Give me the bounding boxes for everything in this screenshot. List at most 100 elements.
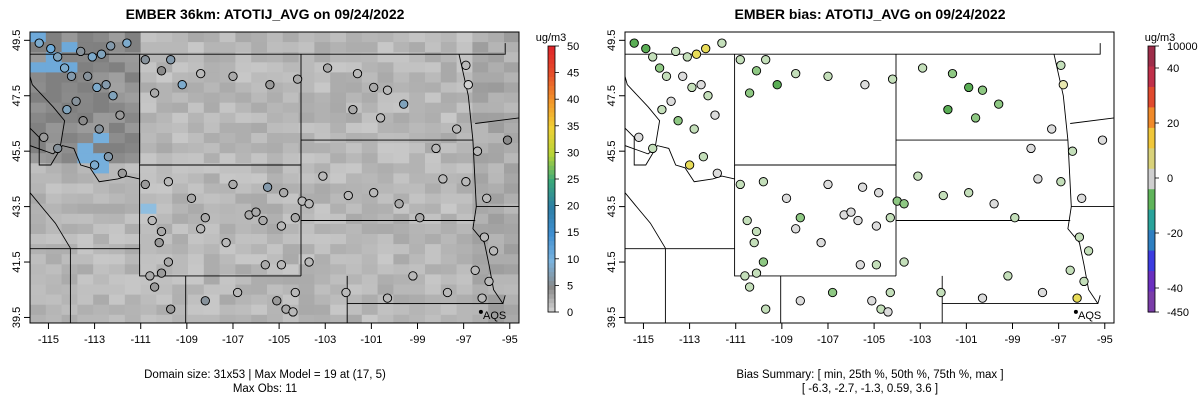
- colorbar-segment: [548, 210, 555, 216]
- station-marker: [641, 43, 651, 54]
- station-marker: [899, 257, 909, 267]
- model-grid-cell: [346, 314, 363, 323]
- model-grid-cell: [393, 32, 410, 43]
- model-grid-cell: [93, 183, 110, 195]
- model-grid-cell: [409, 264, 426, 275]
- model-grid-cell: [267, 213, 284, 225]
- model-grid-cell: [109, 213, 126, 225]
- model-grid-cell: [377, 254, 394, 265]
- station-marker: [751, 268, 762, 278]
- colorbar-segment: [548, 103, 555, 109]
- station-marker: [791, 68, 801, 79]
- model-grid-cell: [203, 254, 221, 265]
- station-marker: [221, 237, 231, 248]
- model-grid-cell: [330, 193, 347, 205]
- model-grid-cell: [219, 52, 236, 63]
- colorbar-segment: [1148, 230, 1155, 252]
- model-grid-cell: [425, 102, 442, 114]
- model-grid-cell: [314, 244, 331, 255]
- model-grid-cell: [188, 314, 205, 323]
- model-grid-cell: [109, 254, 126, 265]
- model-grid-cell: [188, 133, 205, 144]
- model-grid-cell: [393, 314, 410, 323]
- station-marker: [1097, 135, 1108, 145]
- model-grid-cell: [188, 254, 205, 265]
- model-grid-cell: [425, 223, 442, 235]
- model-grid-cell: [393, 163, 410, 174]
- model-grid-cell: [298, 294, 315, 306]
- model-grid-cell: [488, 102, 505, 114]
- colorbar-segment: [548, 218, 555, 224]
- model-grid-cell: [330, 234, 347, 245]
- model-grid-cell: [251, 153, 268, 164]
- model-grid-cell: [124, 122, 142, 134]
- right-colorbar-unit: ug/m3: [1145, 32, 1176, 44]
- model-grid-cell: [472, 193, 489, 205]
- station-marker: [871, 260, 882, 270]
- station-marker: [200, 296, 210, 306]
- colorbar-segment: [548, 59, 555, 65]
- model-grid-cell: [172, 294, 189, 306]
- model-grid-cell: [203, 122, 221, 134]
- model-grid-cell: [93, 274, 110, 285]
- model-grid-cell: [346, 92, 363, 104]
- model-grid-cell: [124, 193, 142, 205]
- model-grid-cell: [282, 173, 300, 184]
- model-grid-cell: [203, 52, 221, 63]
- x-tick-label: -107: [222, 334, 244, 346]
- station-marker: [352, 68, 363, 79]
- model-grid-cell: [377, 173, 394, 184]
- model-grid-cell: [361, 153, 379, 164]
- station-marker: [846, 207, 856, 217]
- station-marker: [343, 190, 353, 201]
- colorbar-segment: [548, 183, 555, 189]
- station-marker: [59, 63, 70, 73]
- station-marker: [749, 237, 759, 248]
- model-grid-cell: [251, 234, 268, 245]
- model-grid-cell: [456, 82, 473, 94]
- model-grid-cell: [440, 102, 458, 114]
- model-grid-cell: [330, 143, 347, 154]
- model-grid-cell: [77, 274, 94, 285]
- model-grid-cell: [330, 32, 347, 43]
- colorbar-segment: [548, 54, 555, 60]
- model-grid-cell: [109, 264, 126, 275]
- model-grid-cell: [251, 173, 268, 184]
- model-grid-cell: [251, 294, 268, 306]
- station-marker: [262, 182, 273, 192]
- model-grid-cell: [172, 223, 189, 235]
- colorbar-segment: [548, 46, 555, 52]
- model-grid-cell: [314, 294, 331, 306]
- model-grid-cell: [45, 122, 63, 134]
- model-grid-cell: [377, 284, 394, 296]
- model-grid-cell: [361, 133, 379, 144]
- model-grid-cell: [93, 254, 110, 265]
- model-grid-cell: [377, 133, 394, 144]
- station-marker: [288, 307, 298, 317]
- model-grid-cell: [124, 32, 142, 43]
- model-grid-cell: [409, 203, 426, 215]
- model-grid-cell: [425, 294, 442, 306]
- model-grid-cell: [314, 143, 331, 154]
- model-grid-cell: [298, 223, 315, 235]
- model-grid-cell: [409, 223, 426, 235]
- model-grid-cell: [172, 183, 189, 195]
- station-marker: [463, 80, 473, 90]
- model-grid-cell: [140, 143, 157, 154]
- model-grid-cell: [330, 153, 347, 164]
- model-grid-cell: [124, 254, 142, 265]
- model-grid-cell: [61, 254, 78, 265]
- model-grid-cell: [61, 42, 78, 53]
- model-grid-cell: [361, 234, 379, 245]
- left-caption-line1: Domain size: 31x53 | Max Model = 19 at (…: [144, 369, 386, 381]
- model-grid-cell: [77, 244, 94, 255]
- model-grid-cell: [235, 234, 252, 245]
- model-grid-cell: [30, 112, 47, 124]
- model-grid-cell: [45, 72, 63, 83]
- model-grid-cell: [172, 193, 189, 205]
- station-marker: [452, 124, 462, 134]
- model-grid-cell: [409, 32, 426, 43]
- model-grid-cell: [440, 173, 458, 184]
- model-grid-cell: [203, 284, 221, 296]
- model-grid-cell: [456, 32, 473, 43]
